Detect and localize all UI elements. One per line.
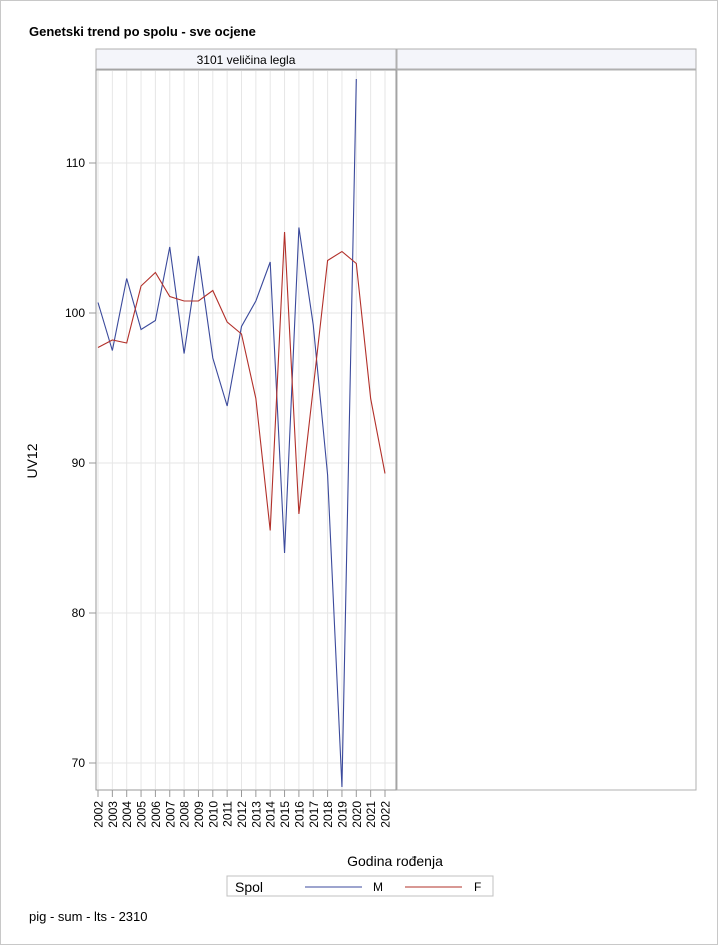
legend-label-f: F xyxy=(474,880,481,894)
x-tick-label: 2005 xyxy=(135,801,149,828)
plot-area xyxy=(95,69,397,791)
y-tick-label: 80 xyxy=(72,606,86,620)
panel-label: 3101 veličina legla xyxy=(197,53,296,67)
x-tick-label: 2020 xyxy=(350,801,364,828)
legend-box xyxy=(226,875,494,897)
x-tick-label: 2004 xyxy=(120,801,134,828)
x-axis-label: Godina rođenja xyxy=(347,853,443,869)
panel-header xyxy=(95,48,397,70)
x-tick-label: 2014 xyxy=(264,801,278,828)
x-tick-label: 2002 xyxy=(92,801,106,828)
y-axis-label: UV12 xyxy=(24,443,40,478)
x-tick-label: 2015 xyxy=(278,801,292,828)
x-tick-label: 2003 xyxy=(106,801,120,828)
x-tick-label: 2017 xyxy=(307,801,321,828)
series-line-m xyxy=(97,78,357,788)
panel-header-empty xyxy=(396,48,697,70)
legend-title: Spol xyxy=(235,879,263,895)
series-line-f xyxy=(97,231,386,531)
y-tick-label: 90 xyxy=(72,456,86,470)
x-tick-label: 2022 xyxy=(379,801,393,828)
y-tick-label: 100 xyxy=(65,306,85,320)
x-tick-label: 2009 xyxy=(192,801,206,828)
x-tick-label: 2019 xyxy=(335,801,349,828)
x-tick-label: 2018 xyxy=(321,801,335,828)
x-tick-label: 2006 xyxy=(149,801,163,828)
x-tick-label: 2008 xyxy=(178,801,192,828)
x-tick-label: 2012 xyxy=(235,801,249,828)
footer-text: pig - sum - lts - 2310 xyxy=(29,909,148,924)
chart-title: Genetski trend po spolu - sve ocjene xyxy=(29,24,256,39)
legend-label-m: M xyxy=(373,880,383,894)
y-tick-label: 110 xyxy=(66,156,85,170)
x-tick-label: 2021 xyxy=(364,801,378,828)
x-tick-label: 2016 xyxy=(292,801,306,828)
x-tick-label: 2013 xyxy=(249,801,263,828)
empty-panel xyxy=(396,69,697,791)
x-tick-label: 2011 xyxy=(221,801,235,827)
x-tick-label: 2007 xyxy=(163,801,177,828)
y-tick-label: 70 xyxy=(72,756,86,770)
x-tick-label: 2010 xyxy=(206,801,220,828)
legend: Spol M F xyxy=(226,875,494,897)
